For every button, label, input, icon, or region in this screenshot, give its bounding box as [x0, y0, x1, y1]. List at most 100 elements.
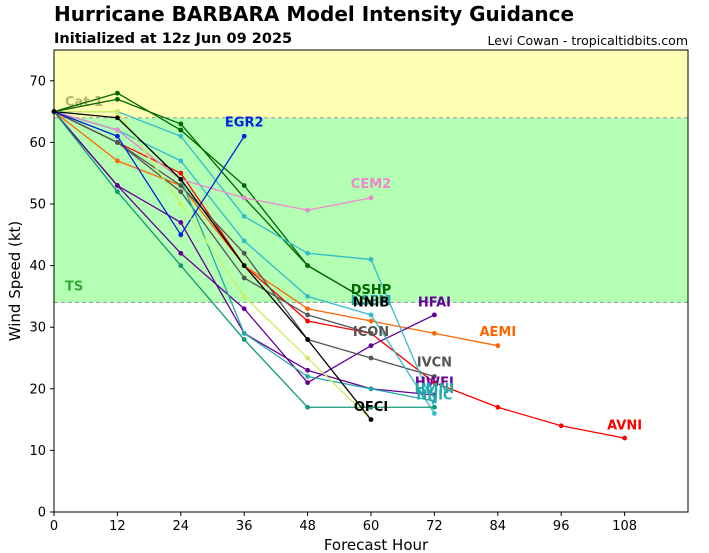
data-point-ctci [432, 404, 437, 410]
x-tick-label: 36 [236, 519, 253, 534]
y-tick-label: 40 [29, 259, 46, 274]
data-point-avni [178, 170, 184, 176]
series-line-ofcl [54, 110, 372, 421]
data-point-nnic [432, 411, 437, 416]
data-point-ofci [178, 176, 184, 182]
data-point-aemi [368, 318, 374, 324]
model-label-dshp: DSHP [351, 283, 392, 298]
data-point-dshp [241, 183, 247, 188]
data-point-ofci [115, 115, 120, 121]
y-tick-label: 0 [38, 506, 46, 521]
x-tick-label: 24 [173, 519, 190, 534]
axes: 0 12 24 36 48 60 72 84 96 108 0 10 20 30 40 50 60 70 Forec… [6, 49, 689, 553]
data-point-ofcl [115, 109, 120, 114]
x-tick-label: 12 [109, 519, 126, 534]
series-line-egr2 [53, 110, 245, 236]
y-axis-label: Wind Speed (kt) [6, 221, 24, 342]
data-point-cem2 [368, 195, 374, 201]
data-point-dshp [178, 127, 184, 133]
data-point-nnib [178, 133, 184, 139]
data-point-hfai [178, 250, 184, 256]
data-point-nnic [368, 312, 374, 318]
data-point-dshp [115, 90, 120, 96]
chart-subtitle: Initialized at 12z Jun 09 2025 [54, 31, 293, 47]
data-point-ivcn [368, 355, 374, 361]
model-label-ofci: OFCI [354, 400, 388, 415]
data-point-egr2 [178, 232, 184, 238]
data-point-egr2 [241, 133, 247, 139]
data-point-cem2 [115, 127, 120, 133]
model-label-hmni: HMNI [415, 382, 455, 397]
data-point-ofci [368, 417, 374, 422]
data-point-hwfi [178, 220, 184, 225]
data-point-ctci [178, 263, 184, 268]
x-axis-label: Forecast Hour [324, 536, 429, 553]
y-tick-label: 30 [29, 321, 46, 336]
data-point-avni [432, 380, 437, 386]
x-tick-label: 0 [50, 519, 58, 534]
x-tick-label: 48 [299, 519, 316, 534]
chart-title: Hurricane BARBARA Model Intensity Guidan… [54, 2, 575, 26]
data-point-ivcn [432, 374, 437, 379]
data-point-hmni [241, 330, 247, 336]
data-point-avni [305, 318, 310, 324]
data-point-nnic [178, 158, 184, 164]
data-point-icon [368, 330, 374, 336]
series-line-lgem [53, 98, 372, 304]
data-point-ctci [241, 337, 247, 342]
data-point-hwfi [115, 183, 120, 188]
data-point-icon [305, 312, 310, 318]
data-point-aemi [432, 330, 437, 336]
data-point-aemi [495, 343, 501, 349]
y-tick-label: 50 [29, 198, 46, 213]
chart-credit: Levi Cowan - tropicaltidbits.com [487, 33, 688, 48]
x-tick-label: 96 [553, 519, 570, 534]
data-point-lgem [368, 300, 374, 305]
y-tick-label: 10 [29, 444, 46, 459]
data-point-ofcl [241, 294, 247, 299]
data-point-avni [622, 435, 627, 441]
data-point-hwfi [305, 367, 310, 373]
band-cat-1 [54, 50, 688, 118]
model-label-ivcn: IVCN [417, 356, 452, 371]
data-point-nnib [368, 257, 374, 262]
x-tick-label: 60 [363, 519, 380, 534]
data-point-hmni [432, 398, 437, 404]
y-tick-label: 70 [29, 74, 46, 89]
data-point-aemi [305, 306, 310, 312]
model-label-avni: AVNI [607, 418, 642, 433]
model-label-hfai: HFAI [418, 295, 451, 310]
series-line-ofci [53, 110, 372, 421]
y-tick-label: 20 [29, 382, 46, 397]
data-point-lgem [305, 263, 310, 268]
x-tick-label: 84 [490, 519, 507, 534]
data-point-hfai [241, 306, 247, 312]
data-point-lgem [115, 96, 120, 102]
data-point-nnic [241, 238, 247, 244]
data-point-aemi [115, 158, 120, 164]
model-tracks [51, 90, 627, 441]
data-point-hfai [432, 312, 437, 318]
x-tick-label: 72 [426, 519, 443, 534]
data-point-egr2 [115, 133, 120, 139]
x-tick-label: 108 [612, 519, 637, 534]
y-tick-label: 60 [29, 136, 46, 151]
data-point-cem2 [305, 207, 310, 213]
data-point-nnib [241, 213, 247, 219]
data-point-lgem [178, 121, 184, 127]
series-line-aemi [53, 111, 498, 347]
data-point-avni [495, 404, 501, 410]
band-label-ts: TS [65, 280, 83, 295]
data-point-nnib [305, 250, 310, 256]
data-point-icon [241, 275, 247, 281]
data-point-ctci [115, 189, 120, 195]
data-point-ofcl [178, 201, 184, 207]
model-label-aemi: AEMI [479, 325, 516, 340]
series-line-cem2 [53, 110, 372, 211]
data-point-cem2 [241, 195, 247, 201]
data-point-nnic [305, 294, 310, 299]
data-point-ctci [305, 404, 310, 410]
data-point-ivcn [115, 140, 120, 145]
